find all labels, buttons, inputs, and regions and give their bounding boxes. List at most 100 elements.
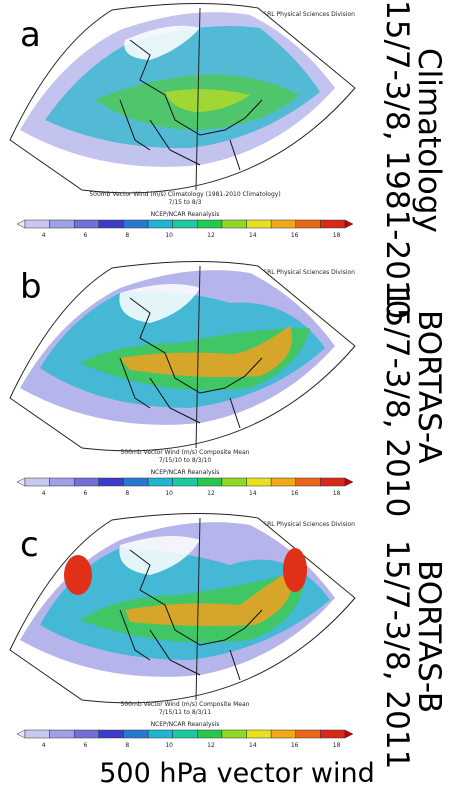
wind-band-low	[124, 25, 200, 60]
map-caption: 500mb Vector Wind (m/s) Composite Mean	[121, 449, 250, 456]
colorbar-tick-label: 6	[84, 742, 88, 749]
side-label: BORTAS-B	[411, 560, 447, 714]
colorbar-cell	[197, 729, 223, 739]
panel-letter: c	[20, 525, 39, 565]
colorbar-tick-label: 18	[333, 490, 341, 497]
colorbar-cell	[172, 219, 198, 229]
map-source: NCEP/NCAR Reanalysis	[151, 721, 220, 728]
colorbar-cell	[295, 477, 321, 487]
colorbar: 468101214161820	[16, 729, 354, 749]
colorbar-cell	[123, 729, 149, 739]
wind-band-core	[125, 570, 292, 626]
colorbar: 468101214161820	[16, 477, 354, 497]
side-label: Climatology	[411, 48, 447, 233]
wind-map: NOAA/ESRL Physical Sciences Division 500…	[9, 2, 356, 239]
wind-map: NOAA/ESRL Physical Sciences Division 500…	[9, 512, 356, 749]
colorbar-cell	[246, 477, 272, 487]
colorbar-tick-label: 6	[84, 232, 88, 239]
colorbar-cell	[344, 477, 354, 487]
map-source: NCEP/NCAR Reanalysis	[151, 211, 220, 218]
colorbar-cell	[49, 729, 75, 739]
colorbar-cell	[98, 219, 124, 229]
colorbar-cell	[270, 477, 297, 487]
colorbar-cell	[123, 477, 149, 487]
colorbar-tick-label: 14	[249, 490, 257, 497]
colorbar-cell	[24, 477, 50, 487]
colorbar-tick-label: 8	[125, 742, 129, 749]
colorbar-cell	[197, 477, 223, 487]
meridian	[195, 517, 201, 701]
map-caption-dates: 7/15 to 8/3	[169, 199, 202, 206]
side-label-dates: 15/7-3/8, 2010	[379, 288, 415, 518]
map-caption: 500mb Vector Wind (m/s) Climatology (198…	[89, 191, 280, 198]
colorbar-tick-label: 12	[207, 742, 215, 749]
panel-letter: b	[20, 267, 42, 307]
map-header: NOAA/ESRL Physical Sciences Division	[240, 521, 355, 528]
map-caption: 500mb Vector Wind (m/s) Composite Mean	[121, 701, 250, 708]
side-label: BORTAS-A	[411, 310, 447, 464]
colorbar-cell	[295, 729, 321, 739]
colorbar-cell	[49, 219, 75, 229]
figure-footer: 500 hPa vector wind	[99, 758, 375, 789]
colorbar-tick-label: 10	[165, 742, 173, 749]
colorbar-cell	[16, 477, 26, 487]
colorbar: 468101214161820	[16, 219, 354, 239]
panel-b: b NOAA/ESRL Physical Sciences Division 5…	[0, 258, 474, 518]
colorbar-tick-label: 14	[249, 232, 257, 239]
colorbar-tick-label: 18	[333, 232, 341, 239]
map-header: NOAA/ESRL Physical Sciences Division	[240, 11, 355, 18]
map-source: NCEP/NCAR Reanalysis	[151, 469, 220, 476]
colorbar-tick-label: 10	[165, 490, 173, 497]
colorbar-tick-label: 16	[291, 232, 299, 239]
colorbar-cell	[295, 219, 321, 229]
colorbar-cell	[172, 729, 198, 739]
colorbar-tick-label: 18	[333, 742, 341, 749]
colorbar-cell	[246, 729, 272, 739]
coastlines	[119, 549, 263, 681]
colorbar-cell	[221, 729, 247, 739]
map-header: NOAA/ESRL Physical Sciences Division	[240, 269, 355, 276]
colorbar-cell	[49, 477, 75, 487]
colorbar-tick-label: 4	[42, 232, 46, 239]
colorbar-tick-label: 6	[84, 490, 88, 497]
colorbar-tick-label: 12	[207, 490, 215, 497]
wind-map: NOAA/ESRL Physical Sciences Division 500…	[9, 260, 356, 497]
colorbar-cell	[73, 477, 100, 487]
colorbar-cell	[221, 219, 247, 229]
meridian	[195, 265, 201, 449]
colorbar-cell	[246, 219, 272, 229]
colorbar-cell	[24, 729, 50, 739]
colorbar-tick-label: 16	[291, 490, 299, 497]
colorbar-cell	[98, 477, 124, 487]
wind-band-low	[119, 536, 200, 575]
panel-c: c NOAA/ESRL Physical Sciences Division 5…	[0, 510, 474, 770]
colorbar-cell	[197, 219, 223, 229]
side-label-dates: 15/7-3/8, 2011	[379, 540, 415, 770]
colorbar-cell	[73, 219, 100, 229]
colorbar-cell	[73, 729, 100, 739]
colorbar-cell	[147, 477, 173, 487]
colorbar-tick-label: 10	[165, 232, 173, 239]
colorbar-cell	[98, 729, 124, 739]
colorbar-tick-label: 8	[125, 232, 129, 239]
colorbar-cell	[147, 219, 173, 229]
colorbar-cell	[320, 729, 346, 739]
map-caption-dates: 7/15/11 to 8/3/11	[159, 709, 211, 716]
colorbar-tick-label: 16	[291, 742, 299, 749]
colorbar-cell	[320, 219, 346, 229]
colorbar-tick-label: 14	[249, 742, 257, 749]
jet-max-east	[283, 548, 307, 592]
colorbar-cell	[221, 477, 247, 487]
wind-band-core	[165, 89, 250, 112]
coastlines	[119, 39, 263, 171]
colorbar-cell	[320, 477, 346, 487]
panel-a: a NOAA/ESRL Physical Sciences Division 5…	[0, 0, 474, 319]
colorbar-cell	[344, 219, 354, 229]
colorbar-cell	[172, 477, 198, 487]
coastlines	[119, 297, 263, 429]
colorbar-cell	[123, 219, 149, 229]
colorbar-cell	[270, 219, 297, 229]
colorbar-cell	[344, 729, 354, 739]
colorbar-cell	[147, 729, 173, 739]
jet-max-west	[64, 555, 92, 595]
